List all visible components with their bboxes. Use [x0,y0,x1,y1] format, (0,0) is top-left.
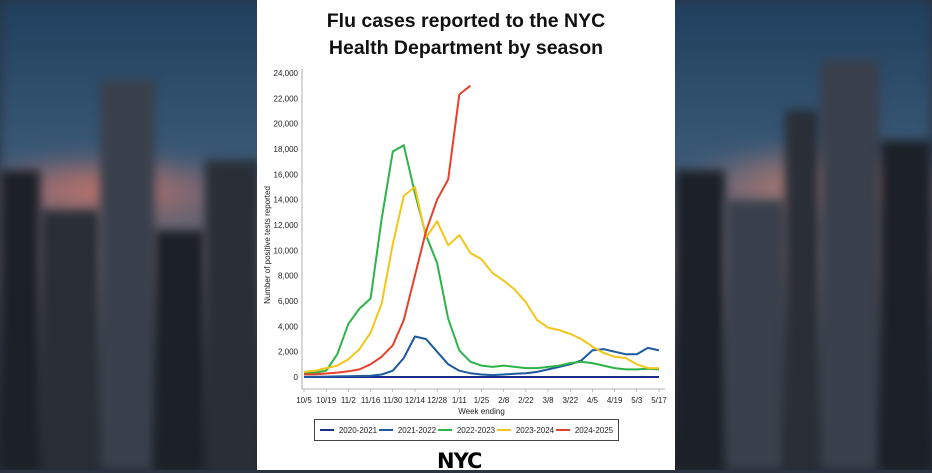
y-tick-label: 20,000 [274,120,299,129]
legend-item-2021-2022: 2021-2022 [378,425,437,435]
building [100,80,155,470]
legend-swatch [378,429,393,431]
x-axis-title: Week ending [458,407,505,416]
legend-swatch [319,429,334,431]
building [880,140,932,470]
x-tick-label: 4/5 [587,396,599,405]
chart-card: Flu cases reported to the NYC Health Dep… [257,0,675,473]
legend-label: 2020-2021 [338,425,378,435]
legend-item-2024-2025: 2024-2025 [555,425,614,435]
x-tick-label: 11/30 [383,396,403,405]
y-tick-label: 8,000 [278,272,299,281]
legend-item-2022-2023: 2022-2023 [437,425,496,435]
x-tick-label: 5/17 [651,396,667,405]
x-tick-label: 11/16 [361,396,381,405]
y-tick-label: 6,000 [278,297,299,306]
legend-swatch [496,429,511,431]
legend-label: 2022-2023 [456,425,496,435]
y-tick-label: 16,000 [274,170,299,179]
y-tick-label: 24,000 [274,69,299,78]
legend-label: 2021-2022 [397,425,437,435]
x-tick-label: 3/22 [562,396,578,405]
legend-swatch [437,429,452,431]
building [155,230,205,470]
x-tick-label: 1/25 [474,396,490,405]
series-line-2022-2023 [303,144,660,375]
flu-line-chart: 0 2,000 4,000 6,000 8,000 10,000 12,000 14,000 1… [263,69,667,416]
x-tick-label: 5/3 [631,396,643,405]
nyc-logo: NYC [437,449,482,473]
x-tick-label: 11/2 [341,396,357,405]
building [725,200,785,470]
legend-label: 2023-2024 [515,425,555,435]
x-tick-label: 2/8 [498,396,510,405]
legend-label: 2024-2025 [574,425,614,435]
x-tick-label: 12/14 [405,396,426,405]
y-tick-label: 22,000 [274,94,299,103]
legend-item-2023-2024: 2023-2024 [496,425,555,435]
building [0,170,40,470]
y-tick-label: 4,000 [278,322,299,331]
y-axis-title: Number of positive tests reported [263,186,272,304]
building [820,60,880,470]
y-tick-label: 0 [294,373,299,382]
y-tick-label: 12,000 [274,221,299,230]
x-tick-label: 10/5 [296,396,312,405]
series-line-2021-2022 [303,335,660,378]
chart-legend: 2020-2021 2021-2022 2022-2023 2023-2024 2024… [314,419,619,441]
x-tick-label: 10/19 [316,396,337,405]
chart-title-line2: Health Department by season [328,37,604,59]
legend-item-2020-2021: 2020-2021 [319,425,378,435]
x-tick-label: 4/19 [607,396,623,405]
building [675,170,725,470]
y-tick-label: 14,000 [274,196,299,205]
series-line-2023-2024 [303,186,659,373]
building [40,210,100,470]
legend-swatch [555,429,570,431]
building [205,160,260,470]
x-tick-label: 3/8 [543,396,555,405]
y-tick-label: 2,000 [278,348,299,357]
x-tick-label: 2/22 [518,396,534,405]
chart-title-line1: Flu cases reported to the NYC [326,10,606,32]
chart-title: Flu cases reported to the NYC Health Dep… [257,8,675,62]
y-tick-label: 10,000 [274,246,299,255]
building [785,110,820,470]
x-tick-label: 1/11 [452,396,468,405]
y-tick-label: 18,000 [274,145,299,154]
series-line-2024-2025 [303,84,472,376]
x-tick-label: 12/28 [427,396,448,405]
